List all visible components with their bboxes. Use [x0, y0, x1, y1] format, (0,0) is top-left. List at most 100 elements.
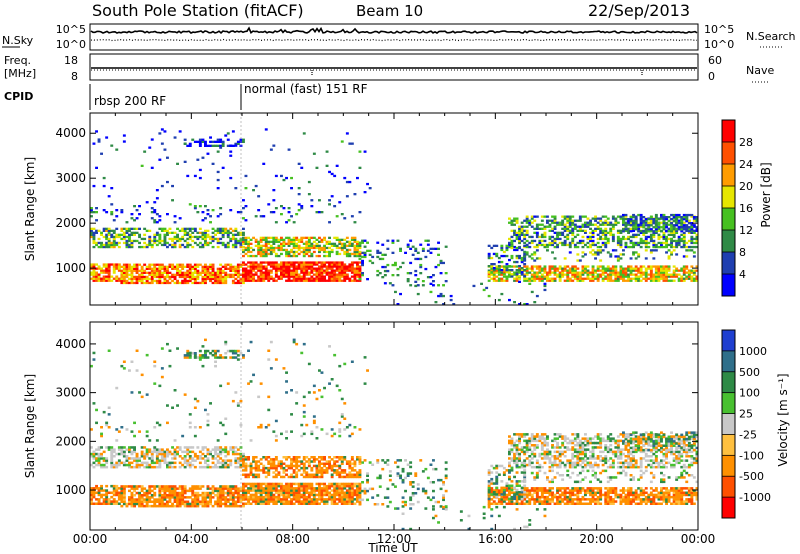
data-cell — [188, 237, 192, 241]
data-cell — [383, 253, 387, 256]
data-cell — [259, 238, 263, 241]
data-cell — [100, 487, 103, 490]
data-cell — [320, 487, 324, 490]
data-cell — [690, 239, 694, 243]
data-cell — [305, 248, 309, 252]
data-cell — [553, 227, 557, 230]
data-cell — [692, 273, 696, 276]
data-cell — [100, 233, 103, 236]
data-cell — [305, 498, 309, 501]
data-cell — [176, 487, 179, 490]
data-cell — [198, 457, 202, 460]
data-cell — [300, 236, 304, 239]
data-cell — [292, 261, 296, 264]
data-cell — [654, 265, 658, 268]
data-cell — [274, 273, 278, 276]
data-cell — [97, 500, 101, 503]
data-cell — [201, 275, 205, 279]
data-cell — [305, 456, 309, 459]
data-cell — [338, 201, 342, 204]
data-cell — [231, 448, 235, 451]
data-cell — [214, 281, 217, 285]
data-cell — [302, 250, 306, 254]
data-cell — [599, 227, 603, 230]
data-cell — [409, 465, 413, 469]
data-cell — [196, 446, 200, 449]
data-cell — [622, 230, 625, 233]
data-cell — [198, 205, 202, 208]
data-cell — [107, 231, 111, 234]
data-cell — [627, 267, 630, 270]
data-cell — [348, 277, 352, 280]
data-cell — [138, 279, 141, 283]
data-cell — [226, 465, 230, 469]
data-cell — [495, 267, 499, 270]
data-cell — [307, 500, 311, 503]
data-cell — [274, 458, 278, 461]
data-cell — [97, 267, 101, 270]
data-cell — [305, 250, 309, 254]
data-cell — [191, 500, 195, 503]
data-cell — [652, 235, 656, 239]
data-cell — [120, 448, 124, 451]
data-cell — [335, 493, 339, 497]
data-cell — [267, 502, 271, 505]
data-cell — [601, 249, 605, 252]
data-cell — [183, 455, 187, 458]
data-cell — [178, 269, 182, 272]
data-cell — [206, 235, 210, 239]
data-cell — [201, 265, 205, 268]
data-cell — [204, 273, 207, 276]
data-cell — [692, 269, 696, 272]
data-cell — [166, 241, 169, 245]
data-cell — [206, 209, 210, 212]
data-cell — [300, 502, 304, 505]
data-cell — [117, 459, 121, 462]
data-cell — [183, 500, 187, 503]
data-cell — [356, 246, 359, 250]
data-cell — [292, 267, 296, 270]
data-cell — [312, 269, 316, 272]
data-cell — [315, 254, 319, 258]
data-cell — [682, 255, 686, 258]
data-cell — [300, 207, 304, 210]
data-cell — [434, 500, 438, 504]
data-cell — [249, 495, 253, 499]
data-cell — [181, 491, 185, 495]
data-cell — [513, 233, 516, 236]
data-cell — [209, 487, 212, 490]
data-cell — [662, 235, 666, 239]
data-cell — [171, 461, 174, 465]
data-cell — [692, 225, 696, 228]
data-cell — [627, 245, 630, 249]
data-cell — [525, 229, 529, 232]
data-cell — [133, 457, 136, 460]
data-cell — [186, 500, 190, 503]
data-cell — [573, 243, 577, 247]
data-cell — [642, 226, 646, 229]
data-cell — [135, 239, 139, 243]
data-cell — [609, 231, 613, 234]
data-cell — [624, 269, 628, 272]
data-cell — [682, 233, 686, 236]
data-cell — [153, 271, 157, 274]
data-cell — [632, 219, 635, 222]
data-cell — [216, 496, 220, 499]
data-cell — [505, 254, 509, 258]
data-cell — [115, 233, 119, 236]
data-cell — [188, 275, 192, 279]
data-cell — [543, 288, 547, 292]
data-cell — [533, 245, 537, 249]
data-cell — [424, 255, 428, 259]
data-cell — [290, 475, 293, 479]
data-cell — [280, 244, 283, 247]
data-cell — [538, 227, 542, 230]
data-cell — [97, 487, 101, 490]
data-cell — [340, 502, 344, 505]
data-cell — [563, 279, 567, 282]
data-cell — [257, 248, 261, 252]
data-cell — [525, 215, 529, 218]
data-cell — [350, 265, 354, 268]
data-cell — [492, 269, 496, 272]
data-cell — [122, 275, 126, 279]
